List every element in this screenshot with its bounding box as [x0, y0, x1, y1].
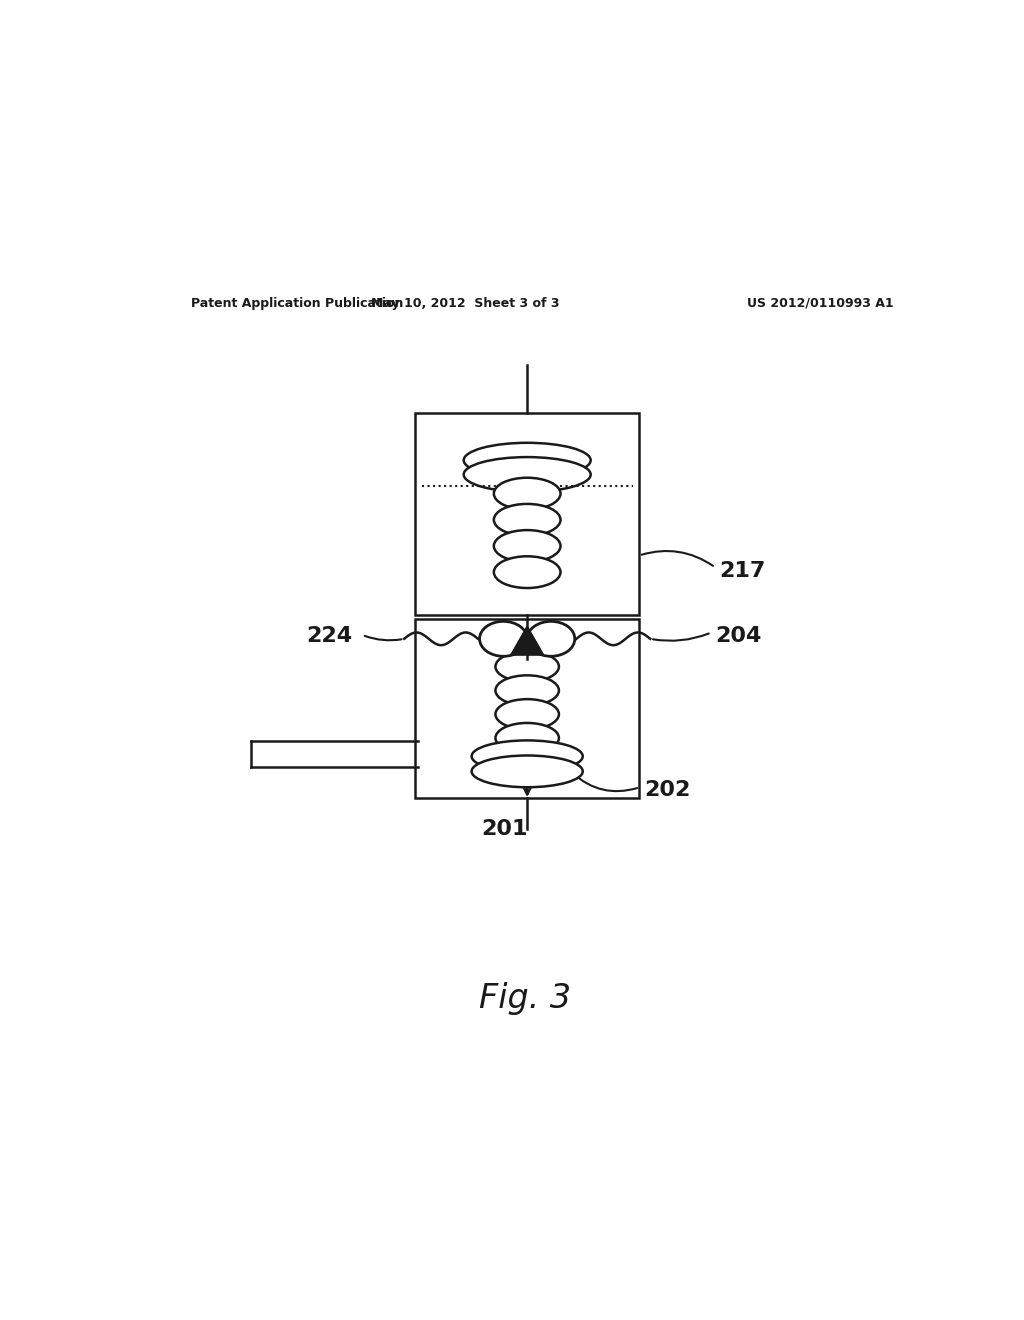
- Text: 224: 224: [306, 627, 352, 647]
- Text: 201: 201: [481, 820, 527, 840]
- Text: Patent Application Publication: Patent Application Publication: [191, 297, 403, 310]
- Text: 202: 202: [644, 780, 690, 800]
- Ellipse shape: [494, 478, 560, 510]
- Ellipse shape: [479, 622, 527, 656]
- Text: US 2012/0110993 A1: US 2012/0110993 A1: [748, 297, 894, 310]
- Text: 204: 204: [715, 627, 762, 647]
- Text: Fig. 3: Fig. 3: [479, 982, 570, 1015]
- Text: May 10, 2012  Sheet 3 of 3: May 10, 2012 Sheet 3 of 3: [371, 297, 559, 310]
- Text: 217: 217: [719, 561, 766, 581]
- Ellipse shape: [472, 741, 583, 772]
- Bar: [416, 619, 639, 797]
- Ellipse shape: [496, 700, 559, 729]
- Ellipse shape: [527, 622, 574, 656]
- Ellipse shape: [494, 531, 560, 562]
- Ellipse shape: [472, 755, 583, 787]
- Ellipse shape: [464, 457, 591, 492]
- Polygon shape: [511, 627, 543, 655]
- Ellipse shape: [494, 504, 560, 536]
- Ellipse shape: [496, 676, 559, 705]
- Ellipse shape: [464, 442, 591, 478]
- Ellipse shape: [496, 652, 559, 681]
- Ellipse shape: [494, 556, 560, 587]
- Ellipse shape: [496, 723, 559, 754]
- Bar: [416, 413, 639, 615]
